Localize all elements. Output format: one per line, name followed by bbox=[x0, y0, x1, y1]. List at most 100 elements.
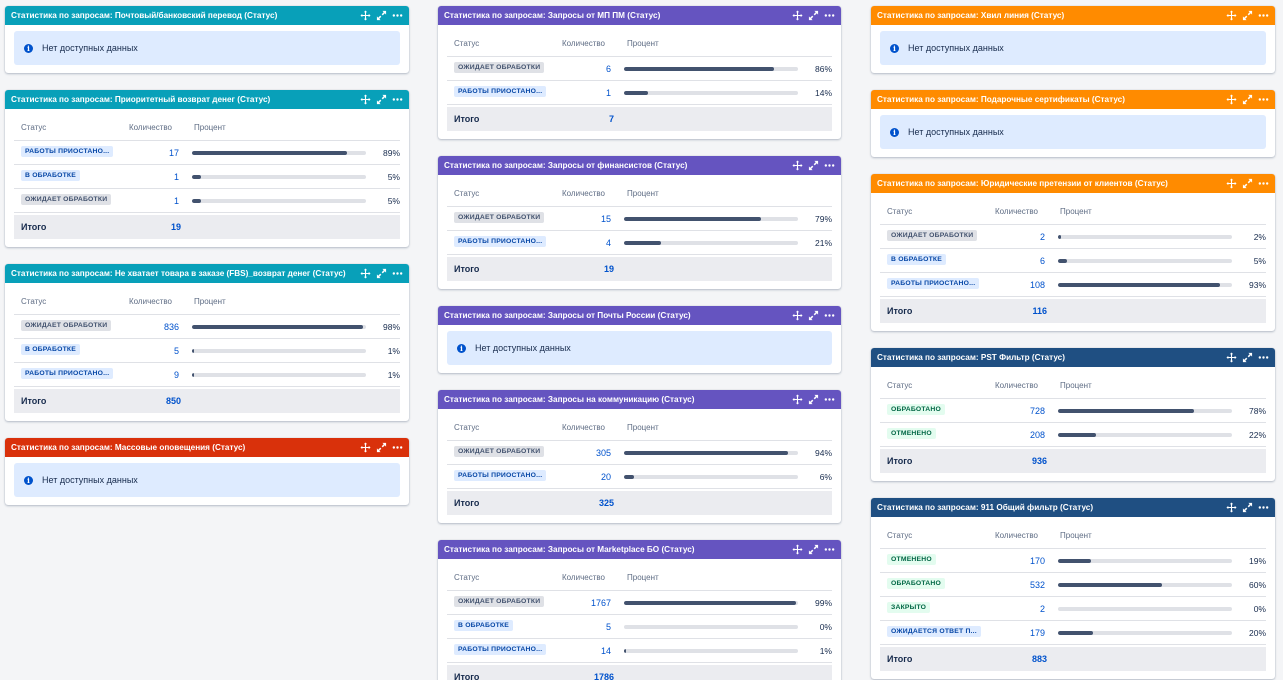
column-header-count[interactable]: Количество bbox=[995, 207, 1038, 216]
move-icon[interactable] bbox=[360, 94, 371, 105]
count-link[interactable]: 170 bbox=[1029, 555, 1045, 566]
column-header-status[interactable]: Статус bbox=[887, 531, 913, 540]
expand-icon[interactable] bbox=[808, 10, 819, 21]
move-icon[interactable] bbox=[1226, 502, 1237, 513]
expand-icon[interactable] bbox=[376, 268, 387, 279]
move-icon[interactable] bbox=[1226, 352, 1237, 363]
total-count-link[interactable]: 7 bbox=[608, 114, 614, 124]
column-header-status[interactable]: Статус bbox=[21, 123, 47, 132]
column-header-count[interactable]: Количество bbox=[562, 39, 605, 48]
column-header-status[interactable]: Статус bbox=[21, 297, 47, 306]
move-icon[interactable] bbox=[1226, 178, 1237, 189]
move-icon[interactable] bbox=[792, 10, 803, 21]
column-header-count[interactable]: Количество bbox=[129, 123, 172, 132]
more-icon[interactable] bbox=[1258, 502, 1269, 513]
more-icon[interactable] bbox=[824, 544, 835, 555]
total-count-link[interactable]: 936 bbox=[1031, 456, 1047, 466]
count-link[interactable]: 208 bbox=[1029, 429, 1045, 440]
count-link[interactable]: 17 bbox=[168, 147, 179, 158]
count-link[interactable]: 5 bbox=[173, 345, 179, 356]
more-icon[interactable] bbox=[824, 310, 835, 321]
column-header-status[interactable]: Статус bbox=[454, 39, 480, 48]
more-icon[interactable] bbox=[824, 160, 835, 171]
count-link[interactable]: 6 bbox=[605, 63, 611, 74]
move-icon[interactable] bbox=[792, 544, 803, 555]
count-link[interactable]: 6 bbox=[1039, 255, 1045, 266]
expand-icon[interactable] bbox=[376, 10, 387, 21]
count-link[interactable]: 15 bbox=[600, 213, 611, 224]
expand-icon[interactable] bbox=[1242, 352, 1253, 363]
count-link[interactable]: 728 bbox=[1029, 405, 1045, 416]
column-header-count[interactable]: Количество bbox=[562, 573, 605, 582]
more-icon[interactable] bbox=[824, 394, 835, 405]
column-header-status[interactable]: Статус bbox=[454, 423, 480, 432]
count-link[interactable]: 5 bbox=[605, 621, 611, 632]
move-icon[interactable] bbox=[1226, 10, 1237, 21]
total-count-link[interactable]: 19 bbox=[603, 264, 614, 274]
expand-icon[interactable] bbox=[376, 94, 387, 105]
more-icon[interactable] bbox=[392, 10, 403, 21]
column-header-count[interactable]: Количество bbox=[562, 423, 605, 432]
column-header-percent[interactable]: Процент bbox=[1060, 531, 1092, 540]
column-header-percent[interactable]: Процент bbox=[627, 39, 659, 48]
expand-icon[interactable] bbox=[808, 160, 819, 171]
total-count-link[interactable]: 325 bbox=[598, 498, 614, 508]
expand-icon[interactable] bbox=[1242, 178, 1253, 189]
count-link[interactable]: 179 bbox=[1029, 627, 1045, 638]
move-icon[interactable] bbox=[360, 442, 371, 453]
more-icon[interactable] bbox=[392, 442, 403, 453]
count-link[interactable]: 836 bbox=[163, 321, 179, 332]
count-link[interactable]: 305 bbox=[595, 447, 611, 458]
column-header-status[interactable]: Статус bbox=[887, 381, 913, 390]
expand-icon[interactable] bbox=[1242, 10, 1253, 21]
column-header-percent[interactable]: Процент bbox=[1060, 207, 1092, 216]
move-icon[interactable] bbox=[360, 268, 371, 279]
more-icon[interactable] bbox=[1258, 178, 1269, 189]
move-icon[interactable] bbox=[1226, 94, 1237, 105]
count-link[interactable]: 532 bbox=[1029, 579, 1045, 590]
column-header-percent[interactable]: Процент bbox=[1060, 381, 1092, 390]
count-link[interactable]: 1 bbox=[173, 171, 179, 182]
expand-icon[interactable] bbox=[376, 442, 387, 453]
more-icon[interactable] bbox=[1258, 94, 1269, 105]
more-icon[interactable] bbox=[392, 268, 403, 279]
count-link[interactable]: 1767 bbox=[590, 597, 611, 608]
column-header-count[interactable]: Количество bbox=[129, 297, 172, 306]
move-icon[interactable] bbox=[792, 394, 803, 405]
expand-icon[interactable] bbox=[1242, 94, 1253, 105]
column-header-count[interactable]: Количество bbox=[995, 381, 1038, 390]
count-link[interactable]: 20 bbox=[600, 471, 611, 482]
total-count-link[interactable]: 883 bbox=[1031, 654, 1047, 664]
total-count-link[interactable]: 850 bbox=[165, 396, 181, 406]
column-header-percent[interactable]: Процент bbox=[194, 297, 226, 306]
count-link[interactable]: 108 bbox=[1029, 279, 1045, 290]
move-icon[interactable] bbox=[360, 10, 371, 21]
column-header-percent[interactable]: Процент bbox=[627, 423, 659, 432]
total-count-link[interactable]: 19 bbox=[170, 222, 181, 232]
column-header-count[interactable]: Количество bbox=[995, 531, 1038, 540]
column-header-percent[interactable]: Процент bbox=[627, 573, 659, 582]
more-icon[interactable] bbox=[824, 10, 835, 21]
expand-icon[interactable] bbox=[808, 394, 819, 405]
expand-icon[interactable] bbox=[808, 544, 819, 555]
count-link[interactable]: 2 bbox=[1039, 231, 1045, 242]
total-count-link[interactable]: 116 bbox=[1032, 306, 1047, 316]
column-header-status[interactable]: Статус bbox=[454, 573, 480, 582]
more-icon[interactable] bbox=[392, 94, 403, 105]
expand-icon[interactable] bbox=[808, 310, 819, 321]
count-link[interactable]: 14 bbox=[600, 645, 611, 656]
count-link[interactable]: 1 bbox=[605, 87, 611, 98]
expand-icon[interactable] bbox=[1242, 502, 1253, 513]
more-icon[interactable] bbox=[1258, 10, 1269, 21]
column-header-count[interactable]: Количество bbox=[562, 189, 605, 198]
more-icon[interactable] bbox=[1258, 352, 1269, 363]
move-icon[interactable] bbox=[792, 160, 803, 171]
count-link[interactable]: 1 bbox=[173, 195, 179, 206]
column-header-percent[interactable]: Процент bbox=[627, 189, 659, 198]
move-icon[interactable] bbox=[792, 310, 803, 321]
count-link[interactable]: 2 bbox=[1039, 603, 1045, 614]
total-count-link[interactable]: 1786 bbox=[593, 672, 614, 680]
column-header-status[interactable]: Статус bbox=[887, 207, 913, 216]
column-header-percent[interactable]: Процент bbox=[194, 123, 226, 132]
count-link[interactable]: 9 bbox=[173, 369, 179, 380]
